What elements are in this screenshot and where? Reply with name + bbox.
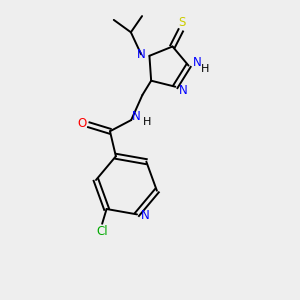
Text: N: N bbox=[179, 84, 188, 97]
Text: N: N bbox=[192, 56, 201, 69]
Text: O: O bbox=[78, 117, 87, 130]
Text: N: N bbox=[141, 209, 150, 222]
Text: H: H bbox=[201, 64, 209, 74]
Text: Cl: Cl bbox=[96, 226, 108, 238]
Text: S: S bbox=[178, 16, 186, 28]
Text: H: H bbox=[143, 116, 152, 127]
Text: N: N bbox=[137, 48, 146, 61]
Text: N: N bbox=[132, 110, 141, 123]
